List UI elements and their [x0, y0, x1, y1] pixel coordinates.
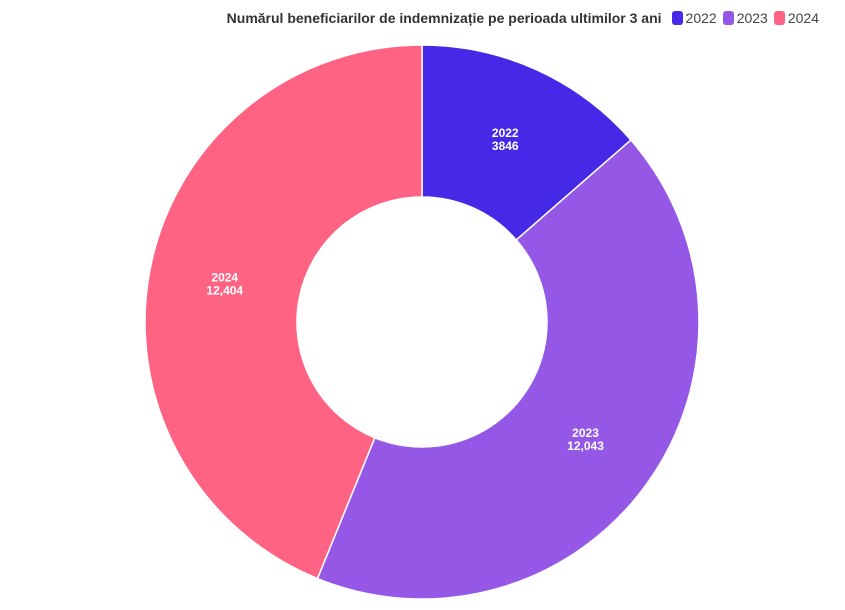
- chart-title: Numărul beneficiarilor de indemnizație p…: [226, 10, 662, 26]
- slice-label-year: 2022: [492, 126, 519, 140]
- legend-swatch-icon: [773, 11, 785, 25]
- legend-item-2022[interactable]: 2022: [671, 10, 717, 26]
- slice-label-value: 12,404: [206, 283, 243, 297]
- slice-label-value: 12,043: [567, 439, 604, 453]
- slice-2023[interactable]: [316, 138, 700, 600]
- slice-label-year: 2024: [211, 270, 238, 284]
- legend-label: 2023: [736, 10, 768, 26]
- legend-item-2024[interactable]: 2024: [773, 10, 819, 26]
- slice-2024[interactable]: [144, 44, 423, 580]
- legend-item-2023[interactable]: 2023: [722, 10, 768, 26]
- legend-label: 2022: [685, 10, 717, 26]
- slice-2022[interactable]: [421, 44, 632, 241]
- legend-label: 2024: [787, 10, 819, 26]
- slice-label-value: 3846: [492, 139, 519, 153]
- slice-label-year: 2023: [572, 426, 599, 440]
- legend-swatch-icon: [722, 11, 734, 25]
- chart-header: Numărul beneficiarilor de indemnizație p…: [227, 10, 819, 26]
- legend-swatch-icon: [671, 11, 683, 25]
